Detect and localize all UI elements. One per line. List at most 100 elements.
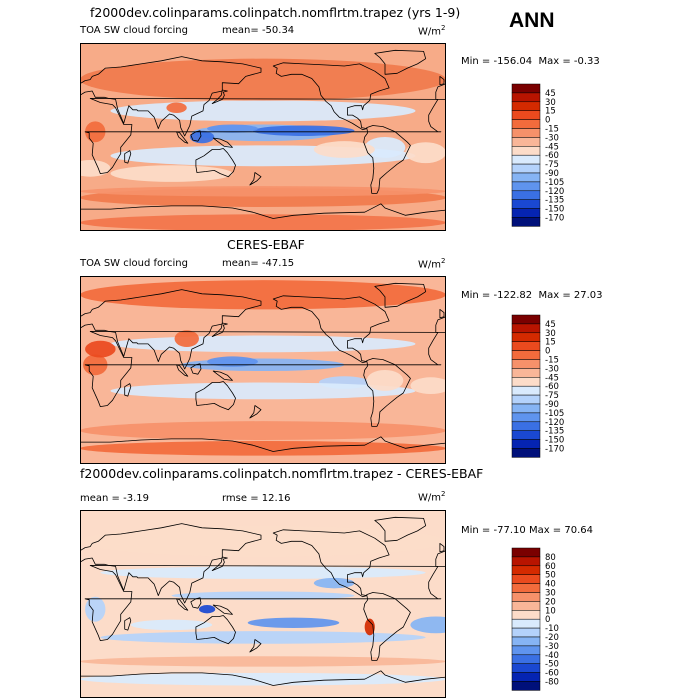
anomaly-region: [171, 591, 355, 600]
anomaly-region: [207, 356, 258, 367]
coastline: [272, 529, 390, 598]
colorbar-label: -170: [545, 445, 564, 455]
colorbar-box: [511, 421, 541, 431]
anomaly-region: [405, 142, 446, 164]
colorbar-box: [511, 110, 541, 120]
colorbar-label: 0: [545, 615, 550, 625]
anomaly-region: [110, 165, 233, 182]
colorbar-label: -60: [545, 382, 559, 392]
anomaly-region: [100, 631, 426, 644]
coastline: [190, 130, 202, 142]
colorbar-box: [511, 672, 541, 682]
coastline: [211, 89, 228, 104]
colorbar-box: [511, 128, 541, 138]
anomaly-region: [80, 214, 446, 231]
colorbar-label: 30: [545, 329, 556, 339]
colorbar-box: [511, 199, 541, 209]
colorbar-box: [511, 681, 541, 691]
anomaly-region: [189, 130, 215, 144]
colorbar-box: [511, 119, 541, 129]
colorbar-box: [511, 636, 541, 647]
anomaly-region: [80, 525, 446, 557]
colorbar-label: -80: [545, 678, 559, 688]
anomaly-region: [198, 605, 216, 614]
coastline: [195, 615, 236, 645]
coastline: [249, 405, 262, 419]
anomaly-region: [80, 186, 446, 197]
colorbar-box: [511, 137, 541, 147]
colorbar-label: -15: [545, 125, 559, 135]
panel-3-units: W/m2: [418, 490, 446, 504]
colorbar-box: [511, 190, 541, 200]
coastline: [435, 550, 446, 567]
panel-1-minmax: Min = -156.04 Max = -0.33: [461, 56, 600, 67]
anomaly-region: [364, 137, 406, 158]
colorbar-box: [511, 146, 541, 156]
anomaly-region: [364, 618, 375, 636]
colorbar-label: -30: [545, 364, 559, 374]
coastline: [84, 565, 442, 641]
colorbar-label: 50: [545, 571, 556, 581]
anomaly-region: [366, 370, 404, 391]
colorbar-box: [511, 359, 541, 369]
colorbar-label: -105: [545, 409, 564, 419]
colorbar-box: [511, 368, 541, 378]
panel-3-title: f2000dev.colinparams.colinpatch.nomflrtm…: [80, 466, 484, 481]
coastline: [211, 556, 228, 571]
coastline: [190, 597, 202, 609]
coastline: [363, 125, 411, 194]
colorbar-box: [511, 163, 541, 174]
colorbar-label: -170: [545, 214, 564, 224]
colorbar-box: [511, 565, 541, 575]
anomaly-region: [166, 102, 187, 113]
colorbar-box: [511, 403, 541, 414]
anomaly-region: [100, 566, 426, 579]
colorbar-label: -30: [545, 133, 559, 143]
colorbar-label: -40: [545, 651, 559, 661]
colorbar-label: 30: [545, 98, 556, 108]
coastline: [176, 598, 189, 611]
colorbar-label: -120: [545, 418, 564, 428]
coastline: [84, 331, 442, 407]
panel-3-mean: mean = -3.19: [80, 493, 149, 504]
coastline: [211, 322, 228, 337]
colorbar-box: [511, 101, 541, 111]
panel-2-variable-label: TOA SW cloud forcing: [80, 258, 188, 269]
colorbar-box: [511, 394, 541, 405]
colorbar-label: -105: [545, 178, 564, 188]
panel-2-title: CERES-EBAF: [227, 237, 305, 252]
anomaly-region: [313, 577, 355, 589]
panel-3-rmse: rmse = 12.16: [222, 493, 291, 504]
anomaly-region: [313, 141, 375, 158]
panel-3-minmax: Min = -77.10 Max = 70.64: [461, 525, 593, 536]
coastline: [272, 62, 390, 131]
coastline: [363, 358, 411, 427]
coastline: [124, 150, 132, 164]
colorbar-label: 60: [545, 562, 556, 572]
colorbar-box: [511, 154, 541, 165]
colorbar-box: [511, 583, 541, 593]
panel-1-title: f2000dev.colinparams.colinpatch.nomflrtm…: [90, 5, 461, 20]
colorbar-box: [511, 323, 541, 334]
colorbar-label: -10: [545, 624, 559, 634]
colorbar-box: [511, 663, 541, 673]
colorbar-box: [511, 332, 541, 342]
colorbar-label: -135: [545, 196, 564, 206]
coastline: [212, 604, 233, 615]
anomaly-region: [80, 159, 111, 177]
colorbar-label: 15: [545, 107, 556, 117]
coastline: [374, 516, 427, 542]
coastline: [363, 592, 411, 661]
coastline: [80, 670, 446, 698]
colorbar-label: -150: [545, 205, 564, 215]
panel-2-mean: mean= -47.15: [222, 258, 295, 269]
colorbar-label: -135: [545, 427, 564, 437]
coastline: [249, 172, 262, 186]
anomaly-region: [80, 672, 446, 686]
colorbar-box: [511, 92, 541, 103]
coastline: [176, 131, 189, 144]
coastline: [80, 436, 446, 464]
coastline: [124, 617, 132, 631]
anomaly-region: [174, 330, 199, 348]
